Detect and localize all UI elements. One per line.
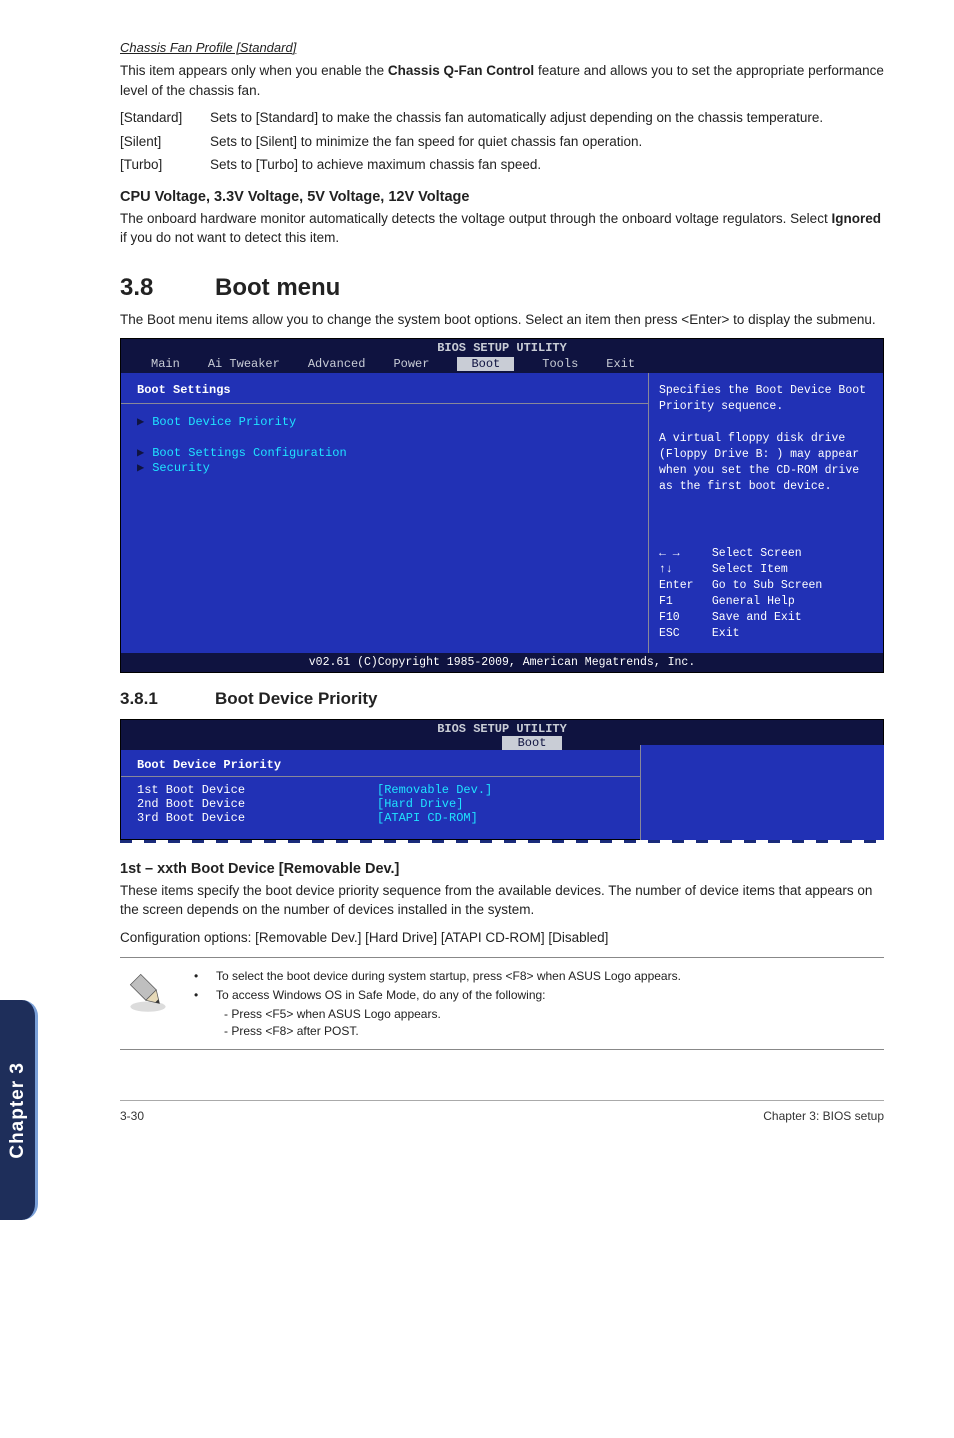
- page-footer: 3-30 Chapter 3: BIOS setup: [0, 1101, 954, 1143]
- footer-page-number: 3-30: [120, 1109, 144, 1123]
- boot-menu-num: 3.8: [120, 274, 215, 302]
- bios-help-keys: ← → Select Screen↑↓ Select ItemEnter Go …: [659, 546, 873, 643]
- first-boot-p2: Configuration options: [Removable Dev.] …: [120, 928, 884, 948]
- bios-help-key-row: F1 General Help: [659, 594, 873, 610]
- option-turbo-label: [Turbo]: [120, 155, 210, 175]
- boot-menu-title: Boot menu: [215, 274, 340, 301]
- bios-help-key-row: ↑↓ Select Item: [659, 562, 873, 578]
- note-bullet-1: To select the boot device during system …: [216, 968, 681, 985]
- bios-tab: Main: [151, 357, 180, 371]
- chassis-fan-profile-heading: Chassis Fan Profile [Standard]: [120, 40, 884, 55]
- bios-help-key-row: ← → Select Screen: [659, 546, 873, 562]
- chassis-fan-intro: This item appears only when you enable t…: [120, 61, 884, 100]
- pencil-icon: [126, 970, 170, 1014]
- option-silent: [Silent] Sets to [Silent] to minimize th…: [120, 132, 884, 152]
- bios2-heading: Boot Device Priority: [137, 758, 867, 772]
- option-standard: [Standard] Sets to [Standard] to make th…: [120, 108, 884, 128]
- note-list: •To select the boot device during system…: [194, 968, 884, 1039]
- bios-box-main: BIOS SETUP UTILITY Main Ai Tweaker Advance…: [120, 338, 884, 673]
- note-sub-1: - Press <F5> when ASUS Logo appears.: [224, 1006, 884, 1023]
- boot-menu-text: The Boot menu items allow you to change …: [120, 310, 884, 330]
- bios-left-heading: Boot Settings: [137, 383, 632, 397]
- bios-left-pane: Boot Settings ▶Boot Device Priority ▶Boot…: [121, 373, 648, 653]
- bios-help-key-row: ESC Exit: [659, 626, 873, 642]
- note-sub-2: - Press <F8> after POST.: [224, 1023, 884, 1040]
- bios2-title: BIOS SETUP UTILITY: [121, 720, 883, 736]
- bios2-row: 1st Boot Device[Removable Dev.]: [137, 783, 867, 797]
- cpu-voltage-text: The onboard hardware monitor automatical…: [120, 209, 884, 248]
- footer-chapter: Chapter 3: BIOS setup: [763, 1109, 884, 1123]
- option-standard-label: [Standard]: [120, 108, 210, 128]
- bios-tab: Advanced: [308, 357, 366, 371]
- bios-help-text: Specifies the Boot Device Boot Priority …: [659, 383, 873, 496]
- first-boot-p1: These items specify the boot device prio…: [120, 881, 884, 920]
- boot-priority-title: Boot Device Priority: [215, 689, 378, 708]
- bios-tab: Power: [393, 357, 429, 371]
- boot-priority-heading: 3.8.1Boot Device Priority: [120, 689, 884, 709]
- option-turbo: [Turbo] Sets to [Turbo] to achieve maxim…: [120, 155, 884, 175]
- note-block: •To select the boot device during system…: [120, 957, 884, 1050]
- bios2-row: 3rd Boot Device[ATAPI CD-ROM]: [137, 811, 867, 825]
- boot-menu-heading: 3.8Boot menu: [120, 274, 884, 302]
- bios-footer: v02.61 (C)Copyright 1985-2009, American …: [121, 653, 883, 672]
- bios-title: BIOS SETUP UTILITY: [121, 339, 883, 355]
- bios-box-priority: BIOS SETUP UTILITY Boot Boot Device Prio…: [120, 719, 884, 840]
- bios-left-item: ▶Security: [137, 460, 632, 475]
- bios-tab: Exit: [606, 357, 635, 371]
- note-bullet-2: To access Windows OS in Safe Mode, do an…: [216, 987, 546, 1004]
- option-standard-desc: Sets to [Standard] to make the chassis f…: [210, 108, 884, 128]
- option-silent-label: [Silent]: [120, 132, 210, 152]
- bios-help-key-row: Enter Go to Sub Screen: [659, 578, 873, 594]
- first-boot-heading: 1st – xxth Boot Device [Removable Dev.]: [120, 861, 884, 877]
- bios2-body: Boot Device Priority 1st Boot Device[Rem…: [121, 750, 883, 839]
- bios2-tabs: Boot: [121, 736, 883, 750]
- cpu-voltage-heading: CPU Voltage, 3.3V Voltage, 5V Voltage, 1…: [120, 189, 884, 205]
- bios-tab: Tools: [542, 357, 578, 371]
- bios2-row: 2nd Boot Device[Hard Drive]: [137, 797, 867, 811]
- bios-tab: Boot: [457, 357, 514, 371]
- bios-help-key-row: F10 Save and Exit: [659, 610, 873, 626]
- chapter-side-label: Chapter 3: [7, 1062, 29, 1159]
- chapter-side-tab: Chapter 3: [0, 1000, 38, 1220]
- bios2-tab-boot: Boot: [502, 736, 563, 750]
- bios-left-item: ▶Boot Device Priority: [137, 414, 632, 429]
- boot-priority-num: 3.8.1: [120, 689, 215, 709]
- option-silent-desc: Sets to [Silent] to minimize the fan spe…: [210, 132, 884, 152]
- bios-left-item: ▶Boot Settings Configuration: [137, 445, 632, 460]
- bios-right-pane: Specifies the Boot Device Boot Priority …: [648, 373, 883, 653]
- bios-tab: Ai Tweaker: [208, 357, 280, 371]
- page-content: Chassis Fan Profile [Standard] This item…: [0, 0, 954, 1070]
- bios-tabs: Main Ai Tweaker Advanced Power Boot Tools Exit: [121, 355, 883, 373]
- option-turbo-desc: Sets to [Turbo] to achieve maximum chass…: [210, 155, 884, 175]
